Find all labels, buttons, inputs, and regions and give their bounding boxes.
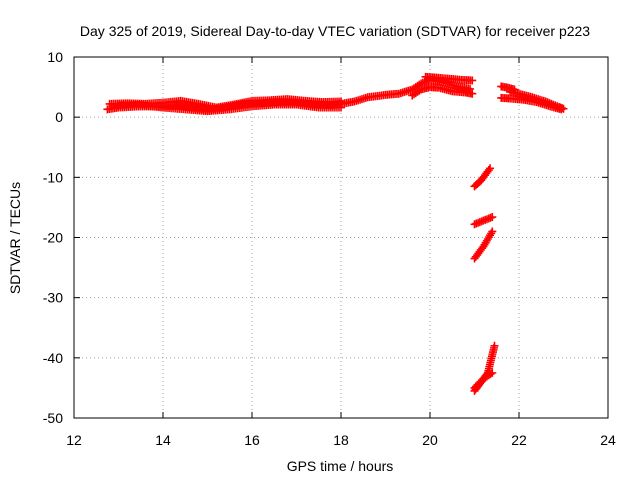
- data-point: [484, 166, 493, 175]
- x-tick-label: 14: [155, 432, 171, 448]
- data-point: [415, 86, 424, 95]
- series-arc-9: [497, 82, 519, 94]
- data-point: [468, 89, 477, 98]
- data-point: [557, 105, 566, 114]
- series-arc-11: [470, 213, 497, 229]
- y-tick-label: -50: [43, 410, 63, 426]
- series-arc-3: [114, 100, 345, 116]
- series-arc-12: [470, 227, 497, 263]
- x-axis-label: GPS time / hours: [287, 458, 394, 474]
- chart-title: Day 325 of 2019, Sidereal Day-to-day VTE…: [80, 23, 590, 39]
- y-tick-label: -20: [43, 230, 63, 246]
- x-tick-label: 20: [422, 432, 438, 448]
- data-point: [486, 370, 495, 379]
- x-tick-label: 12: [66, 432, 82, 448]
- x-tick-label: 22: [511, 432, 527, 448]
- axis-ticks: 12 14 16 18 20 22 24 10 0 -10 -20 -30 -40 -50: [43, 49, 616, 448]
- data-point: [468, 76, 477, 85]
- x-tick-label: 18: [333, 432, 349, 448]
- y-tick-label: 10: [47, 49, 63, 65]
- plot-area: [103, 72, 568, 395]
- data-point: [510, 85, 519, 94]
- series-arc-8: [497, 93, 566, 114]
- series-arc-6: [421, 72, 477, 85]
- x-tick-label: 24: [600, 432, 616, 448]
- series-arc-5: [408, 83, 477, 100]
- y-tick-label: -30: [43, 290, 63, 306]
- plot-frame: [73, 56, 609, 419]
- y-tick-label: -40: [43, 350, 63, 366]
- data-point: [488, 213, 497, 222]
- series-arc-10: [470, 164, 495, 191]
- data-point: [490, 341, 499, 350]
- x-tick-label: 16: [244, 432, 260, 448]
- data-point: [488, 368, 497, 377]
- data-point: [486, 164, 495, 173]
- y-tick-label: 0: [55, 109, 63, 125]
- grid: [74, 57, 608, 418]
- y-axis-label: SDTVAR / TECUs: [7, 182, 23, 294]
- y-tick-label: -10: [43, 169, 63, 185]
- data-point: [488, 227, 497, 236]
- series-arc-14: [470, 368, 497, 392]
